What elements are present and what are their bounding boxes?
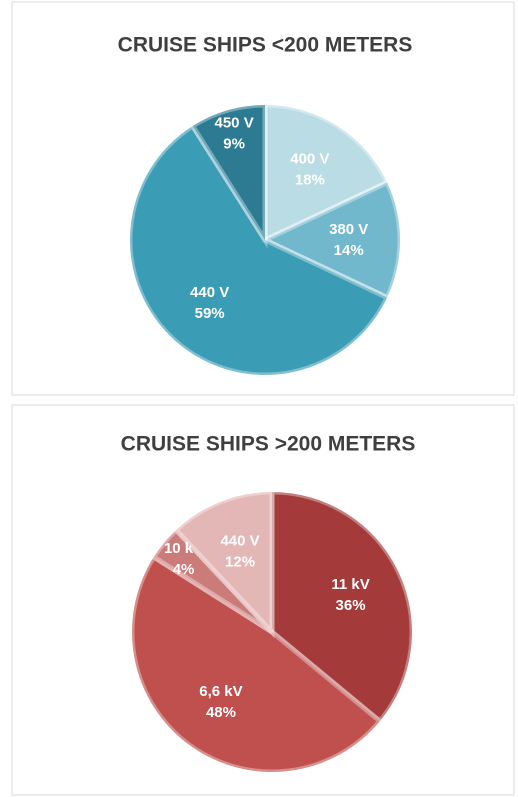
slice-label: 380 V: [329, 221, 368, 238]
slice-label: 440 V: [190, 284, 229, 301]
slice-label: 440 V: [220, 532, 259, 549]
chart-title: CRUISE SHIPS <200 METERS: [118, 34, 413, 57]
pie-slice: [269, 489, 415, 725]
slice-label: 11 kV: [331, 576, 369, 593]
slice-value-label: 4%: [173, 561, 195, 578]
pie-slice: [259, 179, 403, 301]
pie-slice: [189, 102, 268, 249]
pie-slice: [127, 122, 391, 378]
pie-slice: [172, 489, 275, 639]
slice-label: 450 V: [215, 115, 254, 132]
pie-slice: [150, 526, 274, 635]
chart-title: CRUISE SHIPS >200 METERS: [121, 433, 416, 456]
slice-label: 6,6 kV: [199, 683, 242, 700]
slice-label: 400 V: [290, 150, 329, 167]
slice-value-label: 36%: [336, 597, 366, 614]
pie-slice: [262, 102, 391, 244]
slice-value-label: 14%: [334, 242, 364, 259]
pie-slice: [129, 553, 384, 775]
slice-value-label: 59%: [195, 305, 225, 322]
slice-value-label: 48%: [206, 704, 236, 721]
slice-value-label: 12%: [225, 553, 255, 570]
slice-value-label: 18%: [295, 171, 325, 188]
slice-value-label: 9%: [223, 136, 245, 153]
